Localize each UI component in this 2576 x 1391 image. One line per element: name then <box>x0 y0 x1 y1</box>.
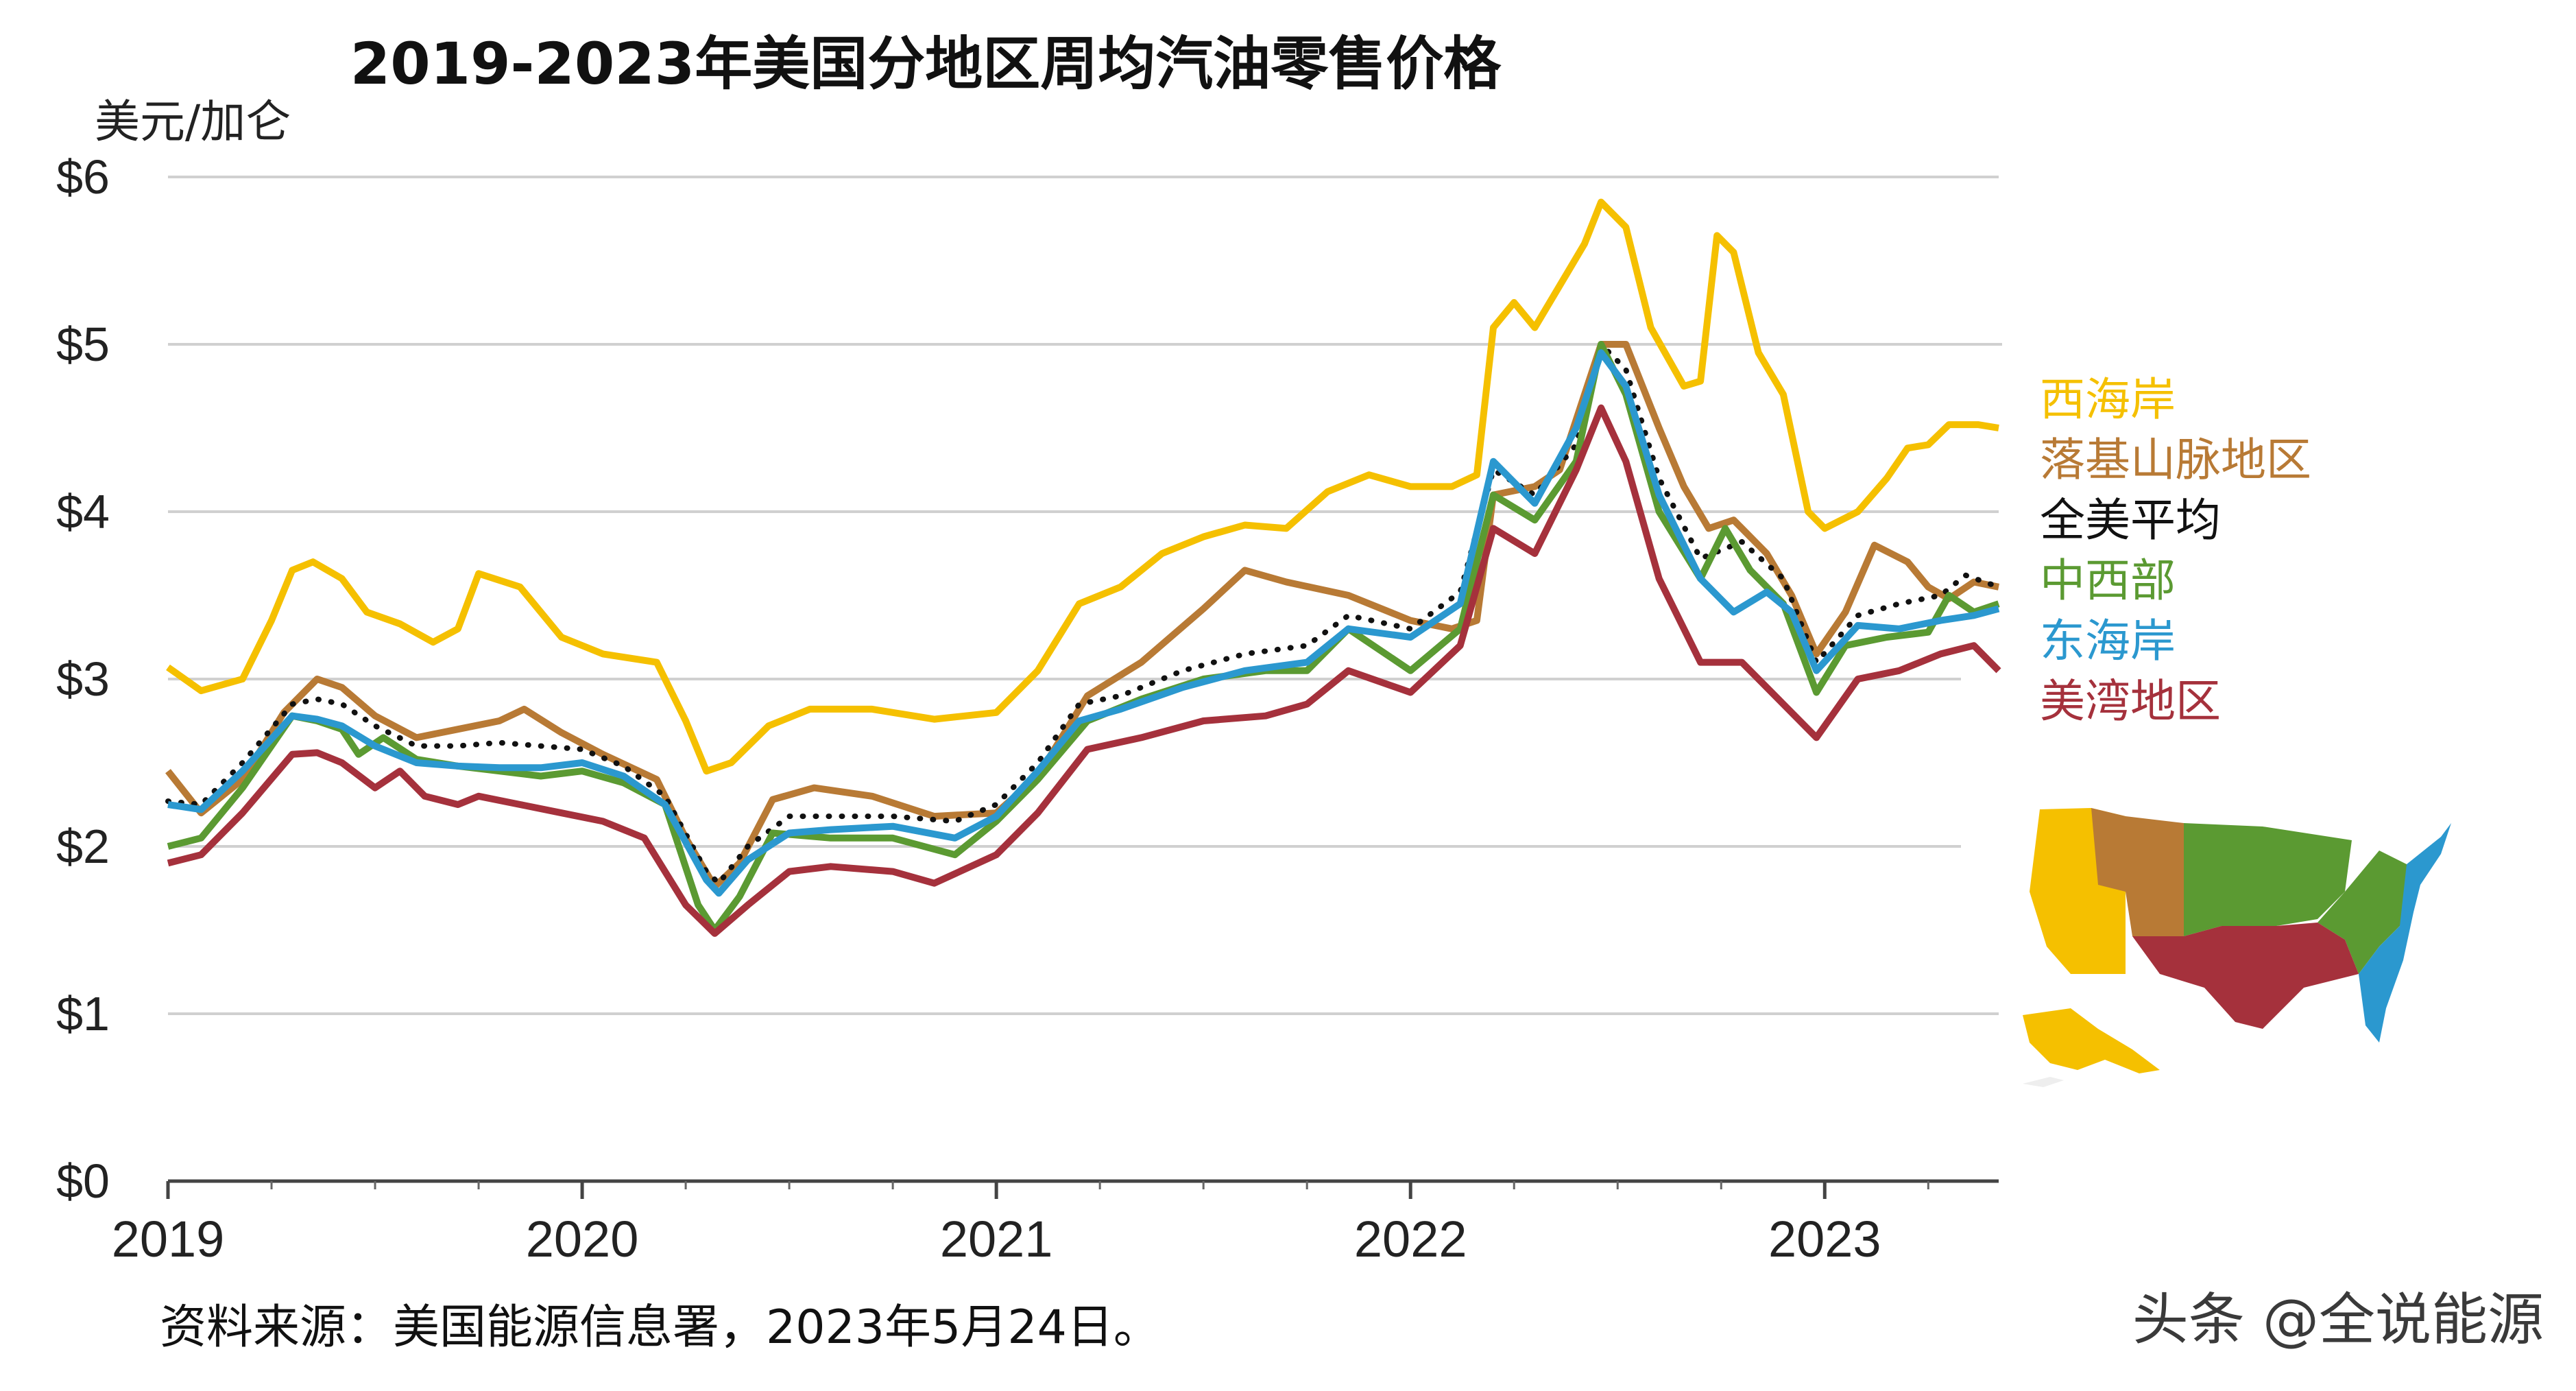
x-tick-label: 2023 <box>1768 1211 1881 1268</box>
series-line-落基山脉地区 <box>165 341 1999 890</box>
watermark: 头条 @全说能源 <box>2132 1287 2544 1353</box>
grid-lines <box>168 176 2002 1015</box>
legend-entry: 全美平均 <box>2040 494 2221 547</box>
chart-title: 2019-2023年美国分地区周均汽油零售价格 <box>350 30 1502 97</box>
x-tick-label: 2021 <box>940 1211 1053 1268</box>
x-tick-label: 2022 <box>1354 1211 1467 1268</box>
legend-entry: 落基山脉地区 <box>2040 433 2311 486</box>
series-line-美湾地区 <box>167 404 2001 937</box>
y-tick-label: $6 <box>56 150 110 204</box>
legend-entry: 西海岸 <box>2040 373 2176 426</box>
y-tick-label: $2 <box>56 820 110 873</box>
x-axis: 2019 2020 2021 2022 2023 <box>112 1179 1999 1268</box>
series-lines <box>165 198 2001 937</box>
y-axis-unit-label: 美元/加仑 <box>95 95 291 148</box>
x-tick-label: 2020 <box>526 1211 639 1268</box>
source-note: 资料来源：美国能源信息署，2023年5月24日。 <box>160 1300 1160 1355</box>
x-tick-label: 2019 <box>112 1211 225 1268</box>
y-tick-label: $3 <box>56 652 110 706</box>
y-axis-ticks: $0 $1 $2 $3 $4 $5 $6 <box>56 150 110 1208</box>
y-tick-label: $0 <box>56 1154 110 1208</box>
legend-entry: 美湾地区 <box>2040 675 2221 728</box>
us-regions-map-icon <box>2023 808 2451 1087</box>
series-line-东海岸 <box>167 349 2000 897</box>
legend-entry: 中西部 <box>2040 554 2176 607</box>
legend-entry: 东海岸 <box>2040 615 2176 667</box>
y-tick-label: $5 <box>56 318 110 371</box>
series-line-全美平均 <box>165 342 2001 886</box>
y-tick-label: $4 <box>56 485 110 538</box>
y-tick-label: $1 <box>56 987 110 1041</box>
series-line-西海岸 <box>166 198 1999 775</box>
